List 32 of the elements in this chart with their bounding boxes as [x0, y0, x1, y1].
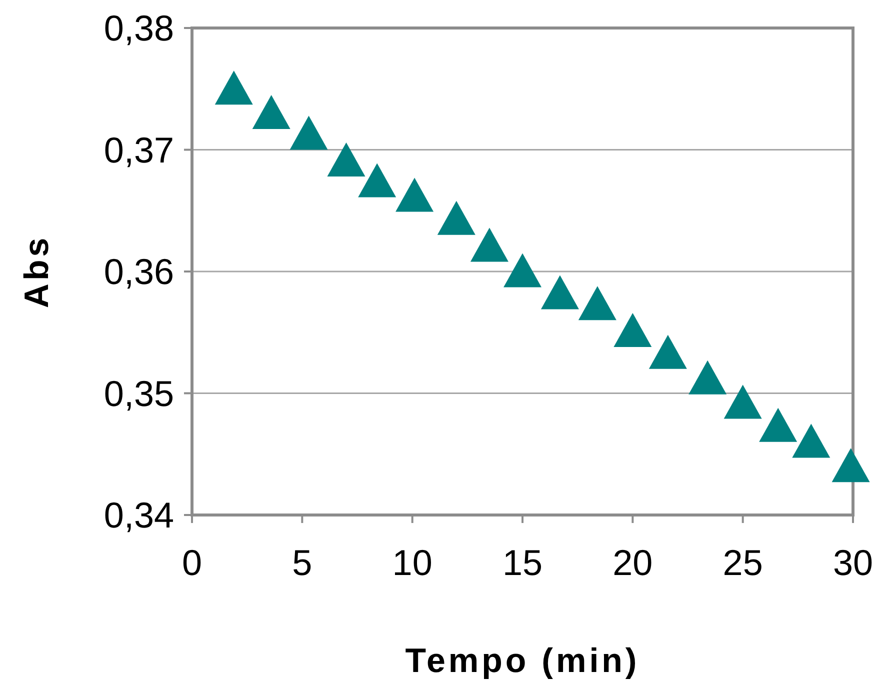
- y-tick-label: 0,38: [104, 8, 174, 49]
- x-tick-label: 25: [722, 542, 763, 583]
- point: [470, 228, 508, 262]
- point: [358, 163, 396, 198]
- point: [688, 360, 727, 394]
- point: [724, 384, 762, 419]
- x-tick-label: 15: [502, 542, 543, 583]
- x-tick-label: 30: [832, 542, 874, 583]
- point: [437, 200, 476, 235]
- point: [832, 448, 870, 482]
- point: [648, 334, 687, 369]
- y-tick-label: 0,34: [104, 494, 174, 536]
- point: [290, 116, 328, 150]
- point: [614, 312, 652, 347]
- point: [792, 424, 830, 458]
- y-tick-label: 0,35: [104, 372, 174, 414]
- point: [504, 253, 542, 288]
- x-tick-label: 0: [182, 542, 202, 583]
- y-tick-label: 0,36: [104, 251, 174, 292]
- point: [327, 142, 366, 176]
- point: [578, 286, 616, 320]
- y-axis-title: Abs: [18, 234, 56, 308]
- point: [759, 408, 798, 442]
- x-tick-label: 10: [392, 542, 432, 583]
- x-tick-label: 5: [292, 542, 312, 583]
- x-tick-label: 20: [612, 542, 653, 583]
- y-tick-label: 0,37: [104, 129, 174, 170]
- point: [396, 178, 434, 212]
- x-axis-title: Tempo (min): [405, 642, 640, 680]
- point: [214, 70, 253, 105]
- point: [540, 275, 579, 310]
- point: [252, 95, 290, 130]
